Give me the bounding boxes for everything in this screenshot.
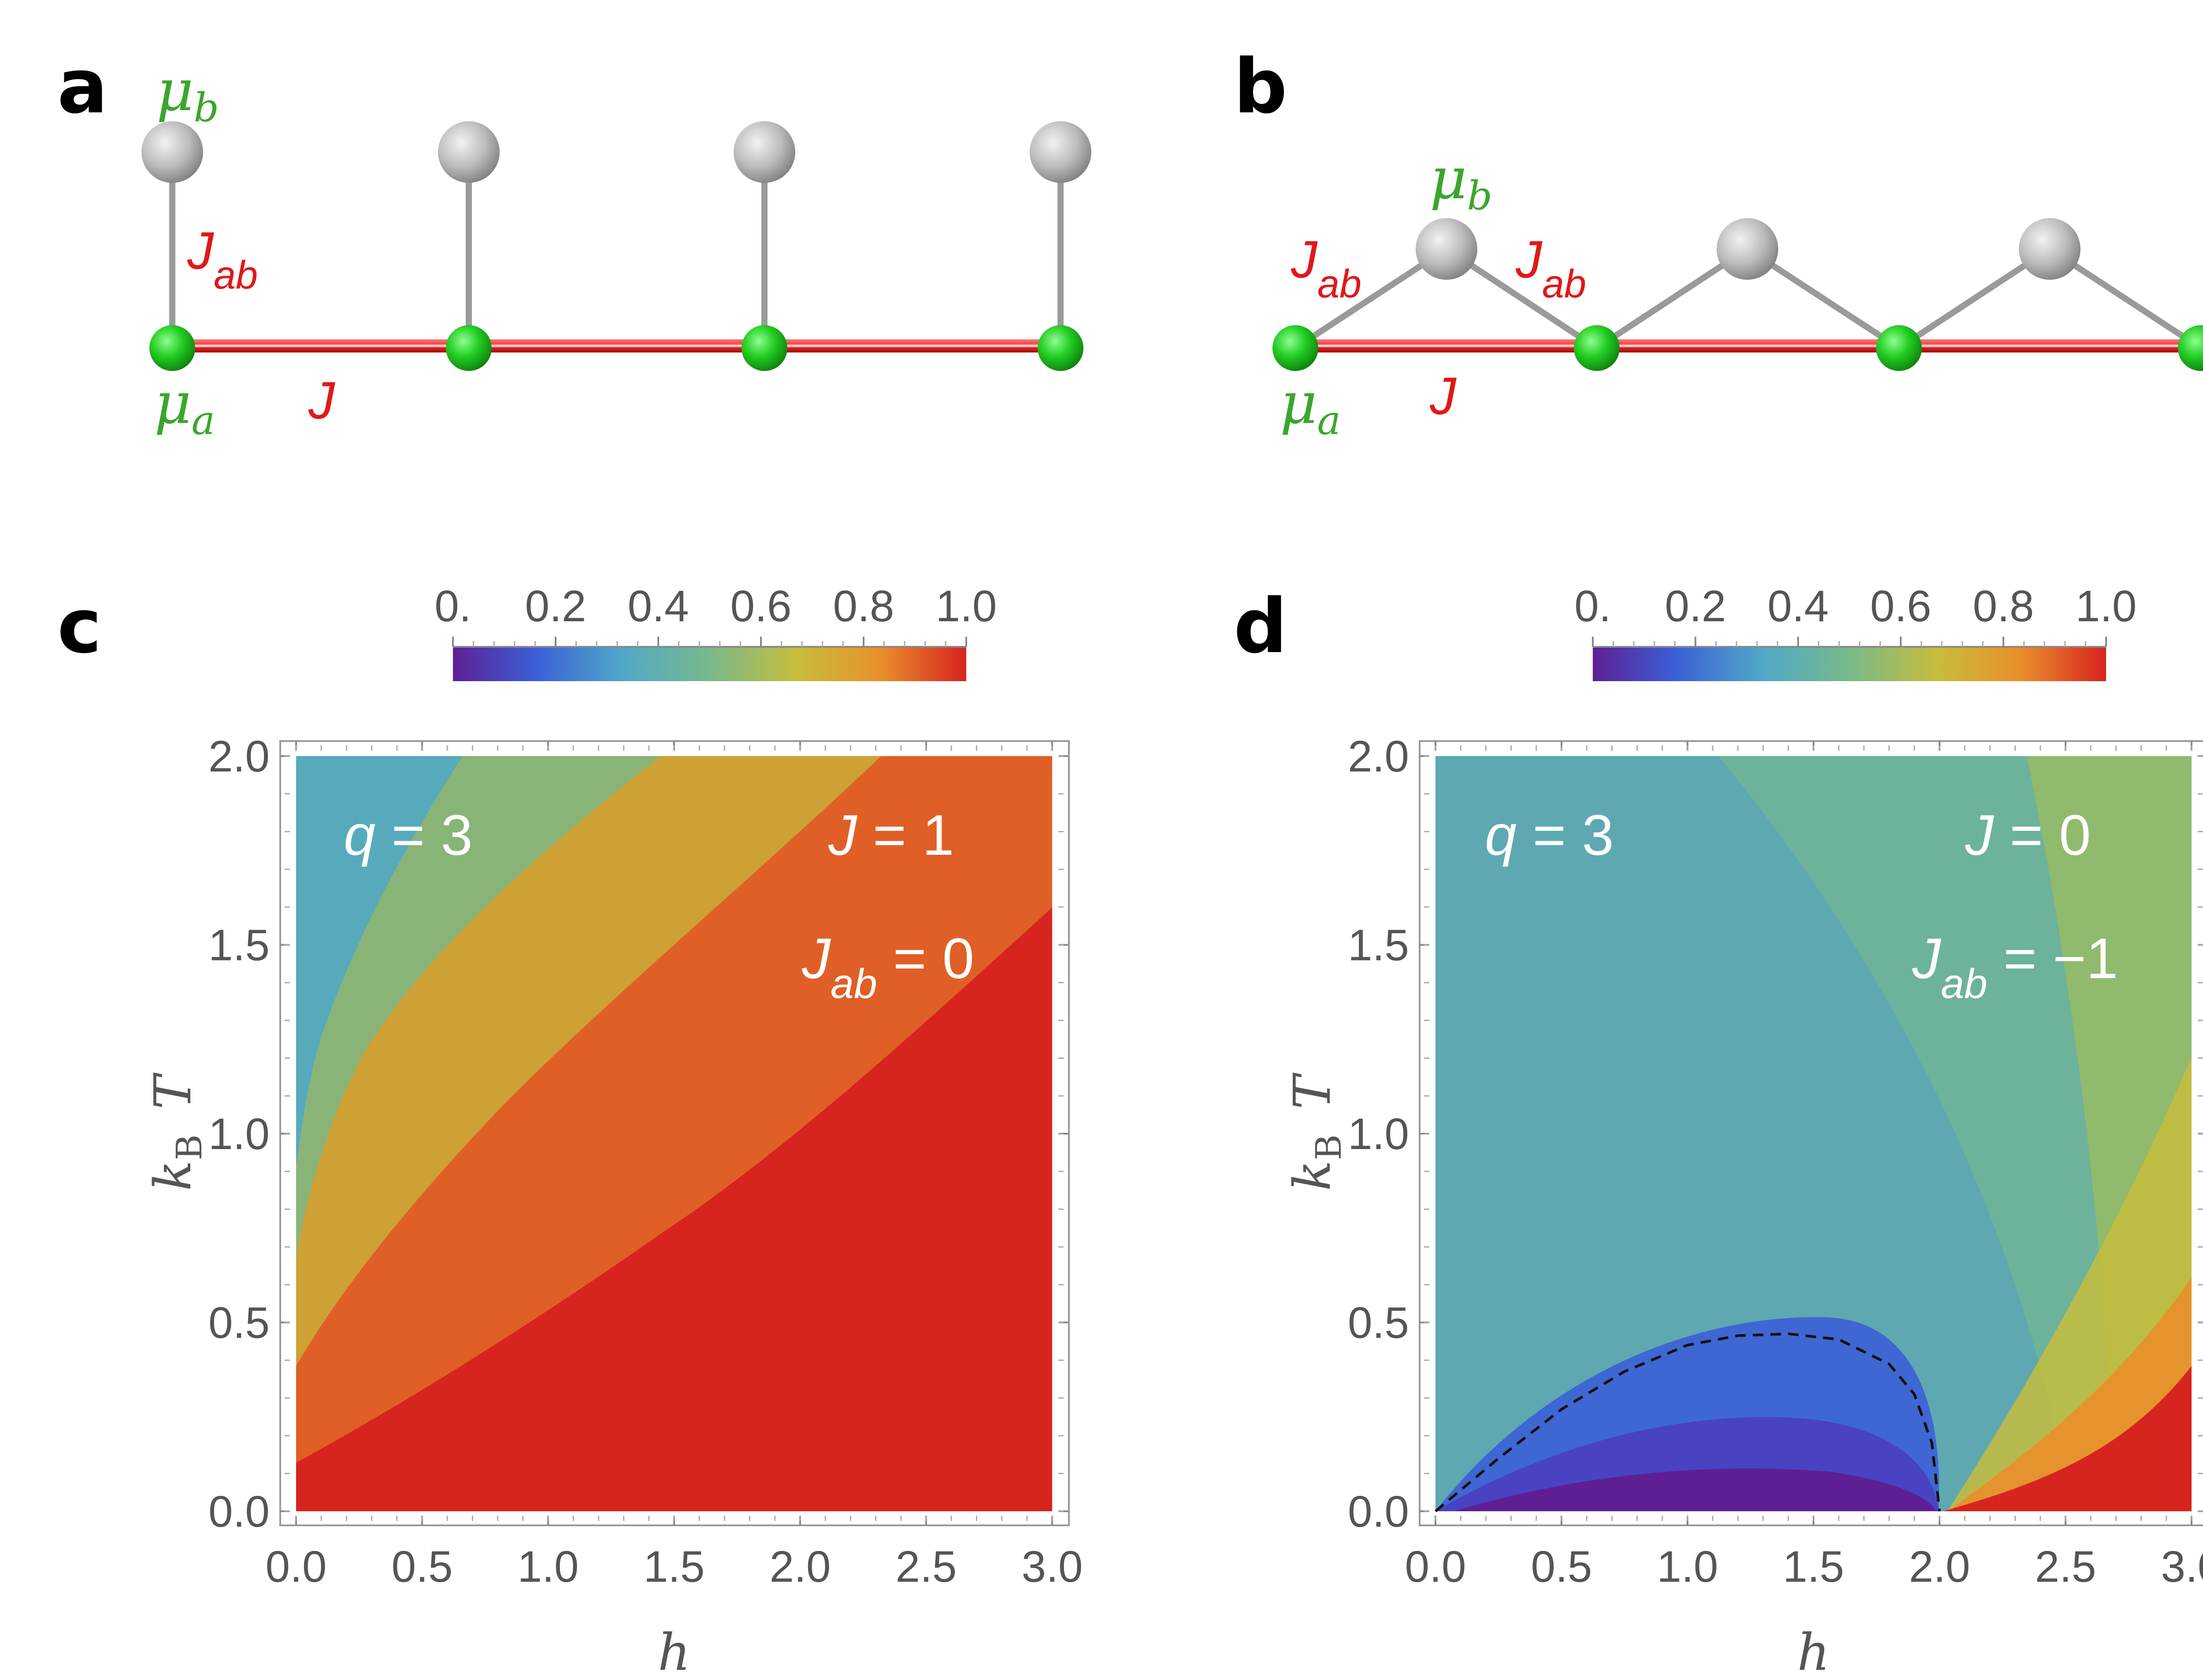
colorbar-d-tick-label: 0.6	[1870, 582, 1931, 631]
axis-c-xtick-label: 1.5	[643, 1542, 705, 1591]
colorbar-d-gradient	[1593, 647, 2106, 681]
axis-d-ytick-label: 0.0	[1348, 1487, 1409, 1536]
colorbar-c-tick-label: 0.	[434, 582, 471, 631]
label-mu-b-b: μb	[1430, 145, 1492, 219]
label-jab-b-left: Jab	[1291, 230, 1361, 306]
panel-c: c 0. 0.2 0.4 0.6 0.8 1.0 0.0 0.5 1.0 1.5 2.0 2.5 3.…	[57, 582, 1083, 1680]
colorbar-c-tick-label: 1.0	[935, 582, 997, 631]
label-j-b: J	[1429, 367, 1457, 426]
annot-jab-d: Jab = −1	[1912, 926, 2118, 1007]
axis-d-xtick-label: 1.0	[1657, 1542, 1718, 1591]
colorbar-d-tick-label: 0.2	[1665, 582, 1726, 631]
panel-b: b μb μa Jab Jab J	[1234, 43, 2203, 444]
sites-a-a	[149, 325, 1083, 371]
axis-c-xtick-label: 2.0	[769, 1542, 831, 1591]
axis-d-ytick-label: 2.0	[1348, 732, 1409, 781]
annot-q-c: q = 3	[344, 803, 473, 867]
axis-d-ytick-label: 1.5	[1348, 921, 1409, 970]
colorbar-c-tick-label: 0.2	[525, 582, 586, 631]
axis-d-xtick-label: 1.5	[1783, 1542, 1844, 1591]
colorbar-c-tick-label: 0.4	[627, 582, 689, 631]
axis-c-ytick-label: 1.5	[208, 921, 270, 970]
panel-label-d: d	[1234, 583, 1287, 670]
bond-j-a	[172, 339, 1061, 352]
axis-c-ytick-label: 1.0	[208, 1109, 270, 1159]
axis-c-xlabel: h	[658, 1623, 690, 1680]
colorbar-d-tick-label: 0.4	[1767, 582, 1828, 631]
axis-d-xtick-label: 0.0	[1405, 1542, 1466, 1591]
label-jab-b-right: Jab	[1515, 230, 1586, 306]
label-mu-a-b: μa	[1280, 370, 1341, 444]
annot-q-d: q = 3	[1485, 803, 1614, 867]
annot-j-c: J = 1	[828, 803, 954, 867]
colorbar-d-tick-label: 1.0	[2075, 582, 2136, 631]
axis-d-xtick-label: 0.5	[1531, 1542, 1592, 1591]
axis-c-xtick-label: 0.0	[265, 1542, 326, 1591]
sites-a-b	[1272, 325, 2203, 371]
bond-j-b	[1295, 339, 2201, 352]
axis-d-ytick-label: 1.0	[1348, 1109, 1409, 1159]
label-mu-b-a: μb	[156, 57, 219, 131]
axis-c-xtick-label: 2.5	[895, 1542, 957, 1591]
axis-c-ytick-label: 0.5	[208, 1298, 270, 1348]
colorbar-d-tick-label: 0.8	[1973, 582, 2034, 631]
colorbar-c-tick-label: 0.6	[730, 582, 791, 631]
dashed-curve-d	[1435, 1332, 1941, 1513]
label-mu-a-a: μa	[154, 370, 215, 444]
colorbar-c-tick-label: 0.8	[833, 582, 894, 631]
axis-d-xtick-label: 3.0	[2161, 1542, 2203, 1591]
colorbar-d-tick-label: 0.	[1574, 582, 1611, 631]
axis-d-xtick-label: 2.0	[1909, 1542, 1970, 1591]
panel-label-a: a	[57, 43, 108, 130]
axis-c-ytick-label: 2.0	[208, 732, 270, 781]
axis-d-xlabel: h	[1797, 1623, 1830, 1680]
colorbar-c-gradient	[453, 647, 966, 681]
axis-c-ytick-label: 0.0	[208, 1487, 270, 1536]
panel-label-b: b	[1234, 43, 1287, 130]
axis-d-ytick-label: 0.5	[1348, 1298, 1409, 1348]
sites-b-a	[141, 121, 1091, 183]
axis-c-ylabel: kB T	[144, 1072, 210, 1191]
label-j-a: J	[308, 371, 335, 430]
panel-label-c: c	[57, 583, 102, 670]
sites-b-b	[1416, 218, 2081, 280]
bonds-jab-a	[169, 152, 1064, 346]
axis-d-xtick-label: 2.5	[2035, 1542, 2096, 1591]
panel-d: d 0. 0.2 0.4 0.6 0.8 1.0 0.0 0.5 1.0 1.5 2.0 2.5 3.…	[1234, 582, 2203, 1680]
panel-a: a μb μa Jab J	[57, 43, 1091, 444]
axis-d-ylabel: kB T	[1283, 1072, 1349, 1191]
heatmap-d	[1435, 756, 2192, 1511]
heatmap-c	[296, 756, 1052, 1511]
colorbar-d: 0. 0.2 0.4 0.6 0.8 1.0	[1574, 582, 2137, 681]
label-jab-a: Jab	[187, 221, 258, 297]
colorbar-c: 0. 0.2 0.4 0.6 0.8 1.0	[434, 582, 997, 681]
axis-c-xtick-label: 3.0	[1021, 1542, 1083, 1591]
annot-j-d: J = 0	[1965, 803, 2091, 867]
axis-c-xtick-label: 0.5	[391, 1542, 452, 1591]
axis-c-xtick-label: 1.0	[517, 1542, 579, 1591]
annot-jab-c: Jab = 0	[801, 926, 974, 1007]
